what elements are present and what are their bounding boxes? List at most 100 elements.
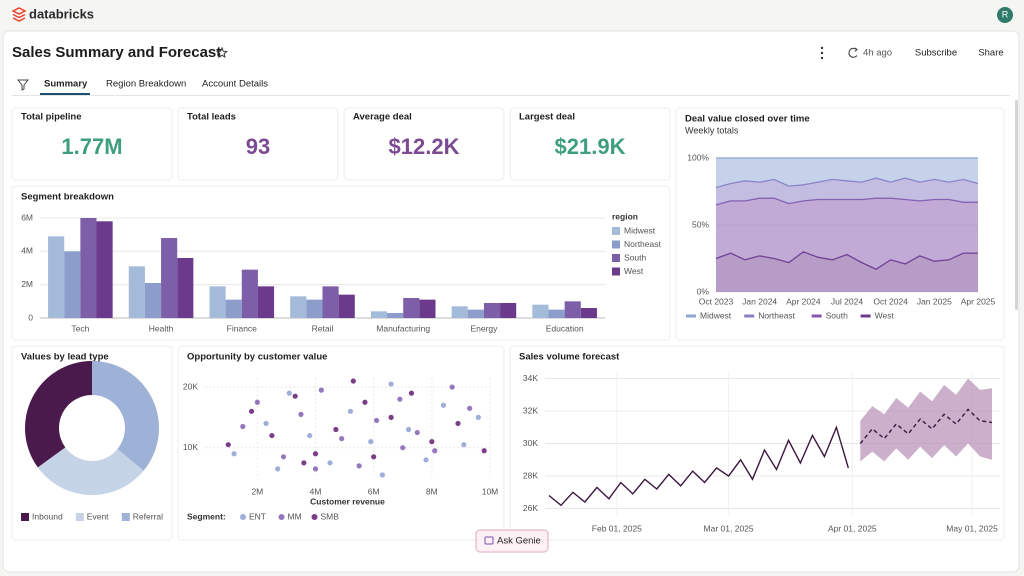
scatter-point [368, 439, 374, 445]
tab[interactable]: Region Breakdown [106, 79, 186, 90]
kpi-value: $21.9K [555, 134, 626, 159]
card [343, 107, 505, 181]
scatter-point [240, 423, 246, 430]
bar [144, 283, 162, 318]
x-tick-label: Feb 01, 2025 [592, 523, 642, 533]
avatar[interactable]: R [1002, 9, 1009, 19]
bar [290, 296, 307, 318]
y-tick-label: 0 [28, 312, 33, 322]
scatter-point [327, 460, 333, 466]
bar [419, 299, 436, 318]
card [177, 107, 339, 181]
scatter-point [286, 390, 292, 396]
x-tick-label: Mar 01, 2025 [704, 523, 754, 533]
scatter-point [414, 429, 420, 436]
area-fill [716, 251, 978, 292]
scatter-point [312, 451, 319, 457]
forecast-band [860, 378, 992, 462]
x-tick-label: Education [546, 323, 584, 333]
tab[interactable]: Summary [44, 79, 88, 90]
legend-swatch [278, 514, 285, 520]
area-fill [716, 178, 978, 205]
y-tick-label: 0% [697, 286, 710, 296]
bar [80, 218, 97, 318]
ask-genie-label[interactable]: Ask Genie [497, 536, 541, 547]
scrollbar [1015, 100, 1018, 310]
ask-genie-button[interactable] [475, 529, 549, 553]
x-tick-label: 6M [368, 486, 380, 496]
bar [177, 258, 194, 318]
scatter-point [269, 432, 275, 439]
legend-label: Referral [133, 511, 163, 521]
legend-swatch [612, 240, 620, 249]
bar [322, 286, 339, 318]
legend-swatch [612, 227, 620, 235]
legend-label: Event [87, 511, 109, 521]
scatter-point [362, 399, 368, 405]
dashboard-title: Sales Summary and Forecast [12, 44, 221, 61]
more-menu-dot[interactable] [820, 46, 824, 50]
scatter-point [429, 439, 435, 445]
bar [64, 251, 81, 318]
scatter-point [432, 448, 438, 454]
scatter-point [292, 393, 298, 399]
legend-swatch [75, 513, 84, 521]
filter-icon[interactable] [16, 79, 30, 91]
x-tick-label: Health [149, 323, 174, 333]
x-tick-label: Jan 2024 [742, 296, 777, 306]
scatter-point [248, 408, 255, 414]
kpi-value: 1.77M [61, 134, 122, 159]
chart-title: Sales volume forecast [519, 352, 620, 363]
chart-subtitle: Weekly totals [685, 125, 739, 135]
share-button[interactable]: Share [978, 48, 1003, 59]
more-menu-dot[interactable] [820, 51, 824, 55]
scatter-point [397, 396, 403, 402]
scatter-point [339, 436, 345, 442]
kpi-label: Largest deal [519, 112, 575, 123]
legend-label: SMB [321, 511, 340, 521]
bar [387, 313, 404, 318]
bar [580, 308, 597, 318]
x-axis-label: Customer revenue [310, 496, 385, 506]
scatter-point [405, 426, 412, 433]
bar [564, 301, 581, 318]
kpi-label: Average deal [353, 112, 412, 123]
legend-label: MM [288, 511, 302, 521]
top-bar [0, 0, 1024, 30]
scatter-point [275, 466, 281, 472]
y-tick-label: 26K [523, 503, 538, 513]
bar [161, 238, 178, 318]
scatter-point [225, 442, 231, 448]
favorite-star[interactable] [215, 46, 229, 59]
scatter-point [449, 384, 455, 390]
legend-label: ENT [249, 511, 266, 521]
more-menu-dot[interactable] [820, 56, 824, 60]
scatter-point [388, 381, 394, 387]
legend-title: region [612, 211, 638, 221]
avatar-circle[interactable] [997, 7, 1013, 23]
refresh-time: 4h ago [863, 48, 892, 59]
ask-genie-icon[interactable] [484, 536, 494, 545]
legend-swatch [612, 254, 620, 262]
bar [241, 269, 258, 318]
pie-slice [25, 361, 93, 468]
scatter-point [312, 466, 319, 472]
scatter-point [481, 448, 487, 454]
pie-slice [92, 361, 159, 471]
kpi-value: 93 [246, 134, 270, 159]
y-tick-label: 34K [523, 373, 538, 383]
pie-slice [37, 447, 144, 495]
scatter-point [371, 454, 377, 460]
scatter-point [254, 399, 260, 405]
x-tick-label: Apr 2024 [786, 296, 821, 306]
kpi-label: Total leads [187, 112, 236, 123]
legend-label: Midwest [624, 225, 656, 235]
bar [306, 299, 323, 318]
bar [467, 309, 484, 318]
subscribe-button[interactable]: Subscribe [915, 48, 957, 59]
x-tick-label: Energy [470, 323, 498, 333]
y-tick-label: 2M [21, 279, 33, 289]
tab[interactable]: Account Details [202, 79, 268, 90]
scatter-point [307, 432, 313, 439]
